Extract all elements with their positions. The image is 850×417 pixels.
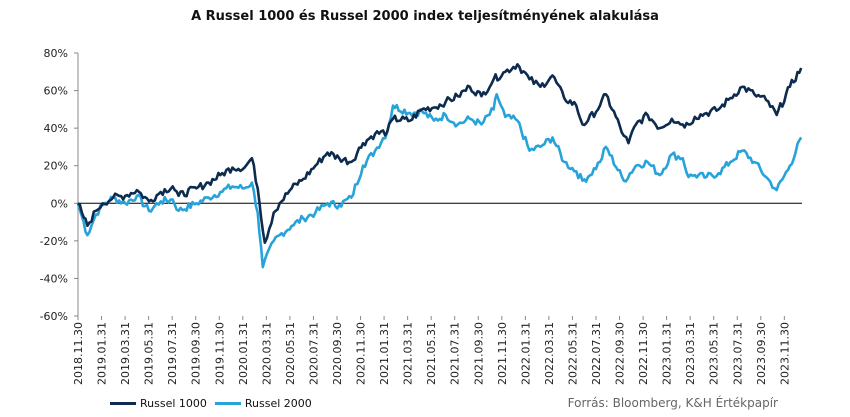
x-tick-label: 2023.05.31 — [708, 322, 721, 385]
x-tick-label: 2019.05.31 — [143, 322, 156, 385]
x-tick-label: 2021.11.30 — [496, 322, 509, 385]
x-tick-label: 2023.09.30 — [755, 322, 768, 385]
y-tick-label: -40% — [40, 272, 68, 285]
series-line-russel-1000 — [77, 63, 803, 244]
legend-item-russel-2000: Russel 2000 — [214, 397, 312, 410]
x-tick-label: 2020.11.30 — [355, 322, 368, 385]
x-tick-label: 2022.03.31 — [543, 322, 556, 385]
x-tick-label: 2019.09.30 — [190, 322, 203, 385]
y-tick-label: 40% — [44, 122, 68, 135]
x-tick-label: 2019.07.31 — [166, 322, 179, 385]
x-tick-label: 2023.07.31 — [731, 322, 744, 385]
x-tick-label: 2020.05.31 — [284, 322, 297, 385]
x-tick-label: 2021.05.31 — [425, 322, 438, 385]
x-tick-label: 2022.01.31 — [519, 322, 532, 385]
x-tick-label: 2020.09.30 — [331, 322, 344, 385]
x-tick-label: 2020.03.31 — [260, 322, 273, 385]
x-tick-label: 2021.07.31 — [449, 322, 462, 385]
x-tick-label: 2020.07.31 — [307, 322, 320, 385]
y-tick-label: -60% — [40, 310, 68, 323]
legend-swatch-russel-2000 — [214, 402, 241, 405]
y-tick-label: -20% — [40, 235, 68, 248]
x-tick-label: 2018.11.30 — [72, 322, 85, 385]
x-tick-label: 2023.11.30 — [778, 322, 791, 385]
legend-label-russel-2000: Russel 2000 — [244, 397, 312, 410]
y-tick-label: 60% — [44, 85, 68, 98]
x-tick-label: 2020.01.31 — [237, 322, 250, 385]
x-tick-label: 2021.09.30 — [472, 322, 485, 385]
y-tick-label: 80% — [44, 47, 68, 60]
series-line-russel-2000 — [76, 93, 803, 269]
x-tick-label: 2022.07.31 — [590, 322, 603, 385]
x-tick-label: 2022.11.30 — [637, 322, 650, 385]
x-tick-label: 2023.01.31 — [661, 322, 674, 385]
x-tick-label: 2019.03.31 — [119, 322, 132, 385]
y-tick-label: 0% — [51, 197, 68, 210]
x-tick-label: 2021.03.31 — [402, 322, 415, 385]
x-tick-label: 2019.11.30 — [213, 322, 226, 385]
legend-swatch-russel-1000 — [110, 402, 136, 405]
y-axis: -60% -40% -20% 0% 20% 40% 60% 80% — [40, 47, 79, 323]
source-note: Forrás: Bloomberg, K&H Értékpapír — [567, 396, 778, 410]
x-tick-label: 2023.03.31 — [684, 322, 697, 385]
x-tick-label: 2019.01.31 — [96, 322, 109, 385]
x-tick-label: 2022.05.31 — [566, 322, 579, 385]
legend: Russel 1000 Russel 2000 — [110, 397, 320, 410]
x-axis: 2018.11.30 2019.01.31 2019.03.31 2019.05.31… — [72, 202, 802, 385]
y-tick-label: 20% — [44, 160, 68, 173]
x-tick-label: 2022.09.30 — [614, 322, 627, 385]
x-tick-label: 2021.01.31 — [378, 322, 391, 385]
legend-label-russel-1000: Russel 1000 — [140, 397, 207, 410]
series-lines — [76, 63, 803, 269]
chart-title: A Russel 1000 és Russel 2000 index telje… — [191, 9, 659, 24]
legend-item-russel-1000: Russel 1000 — [110, 397, 207, 410]
